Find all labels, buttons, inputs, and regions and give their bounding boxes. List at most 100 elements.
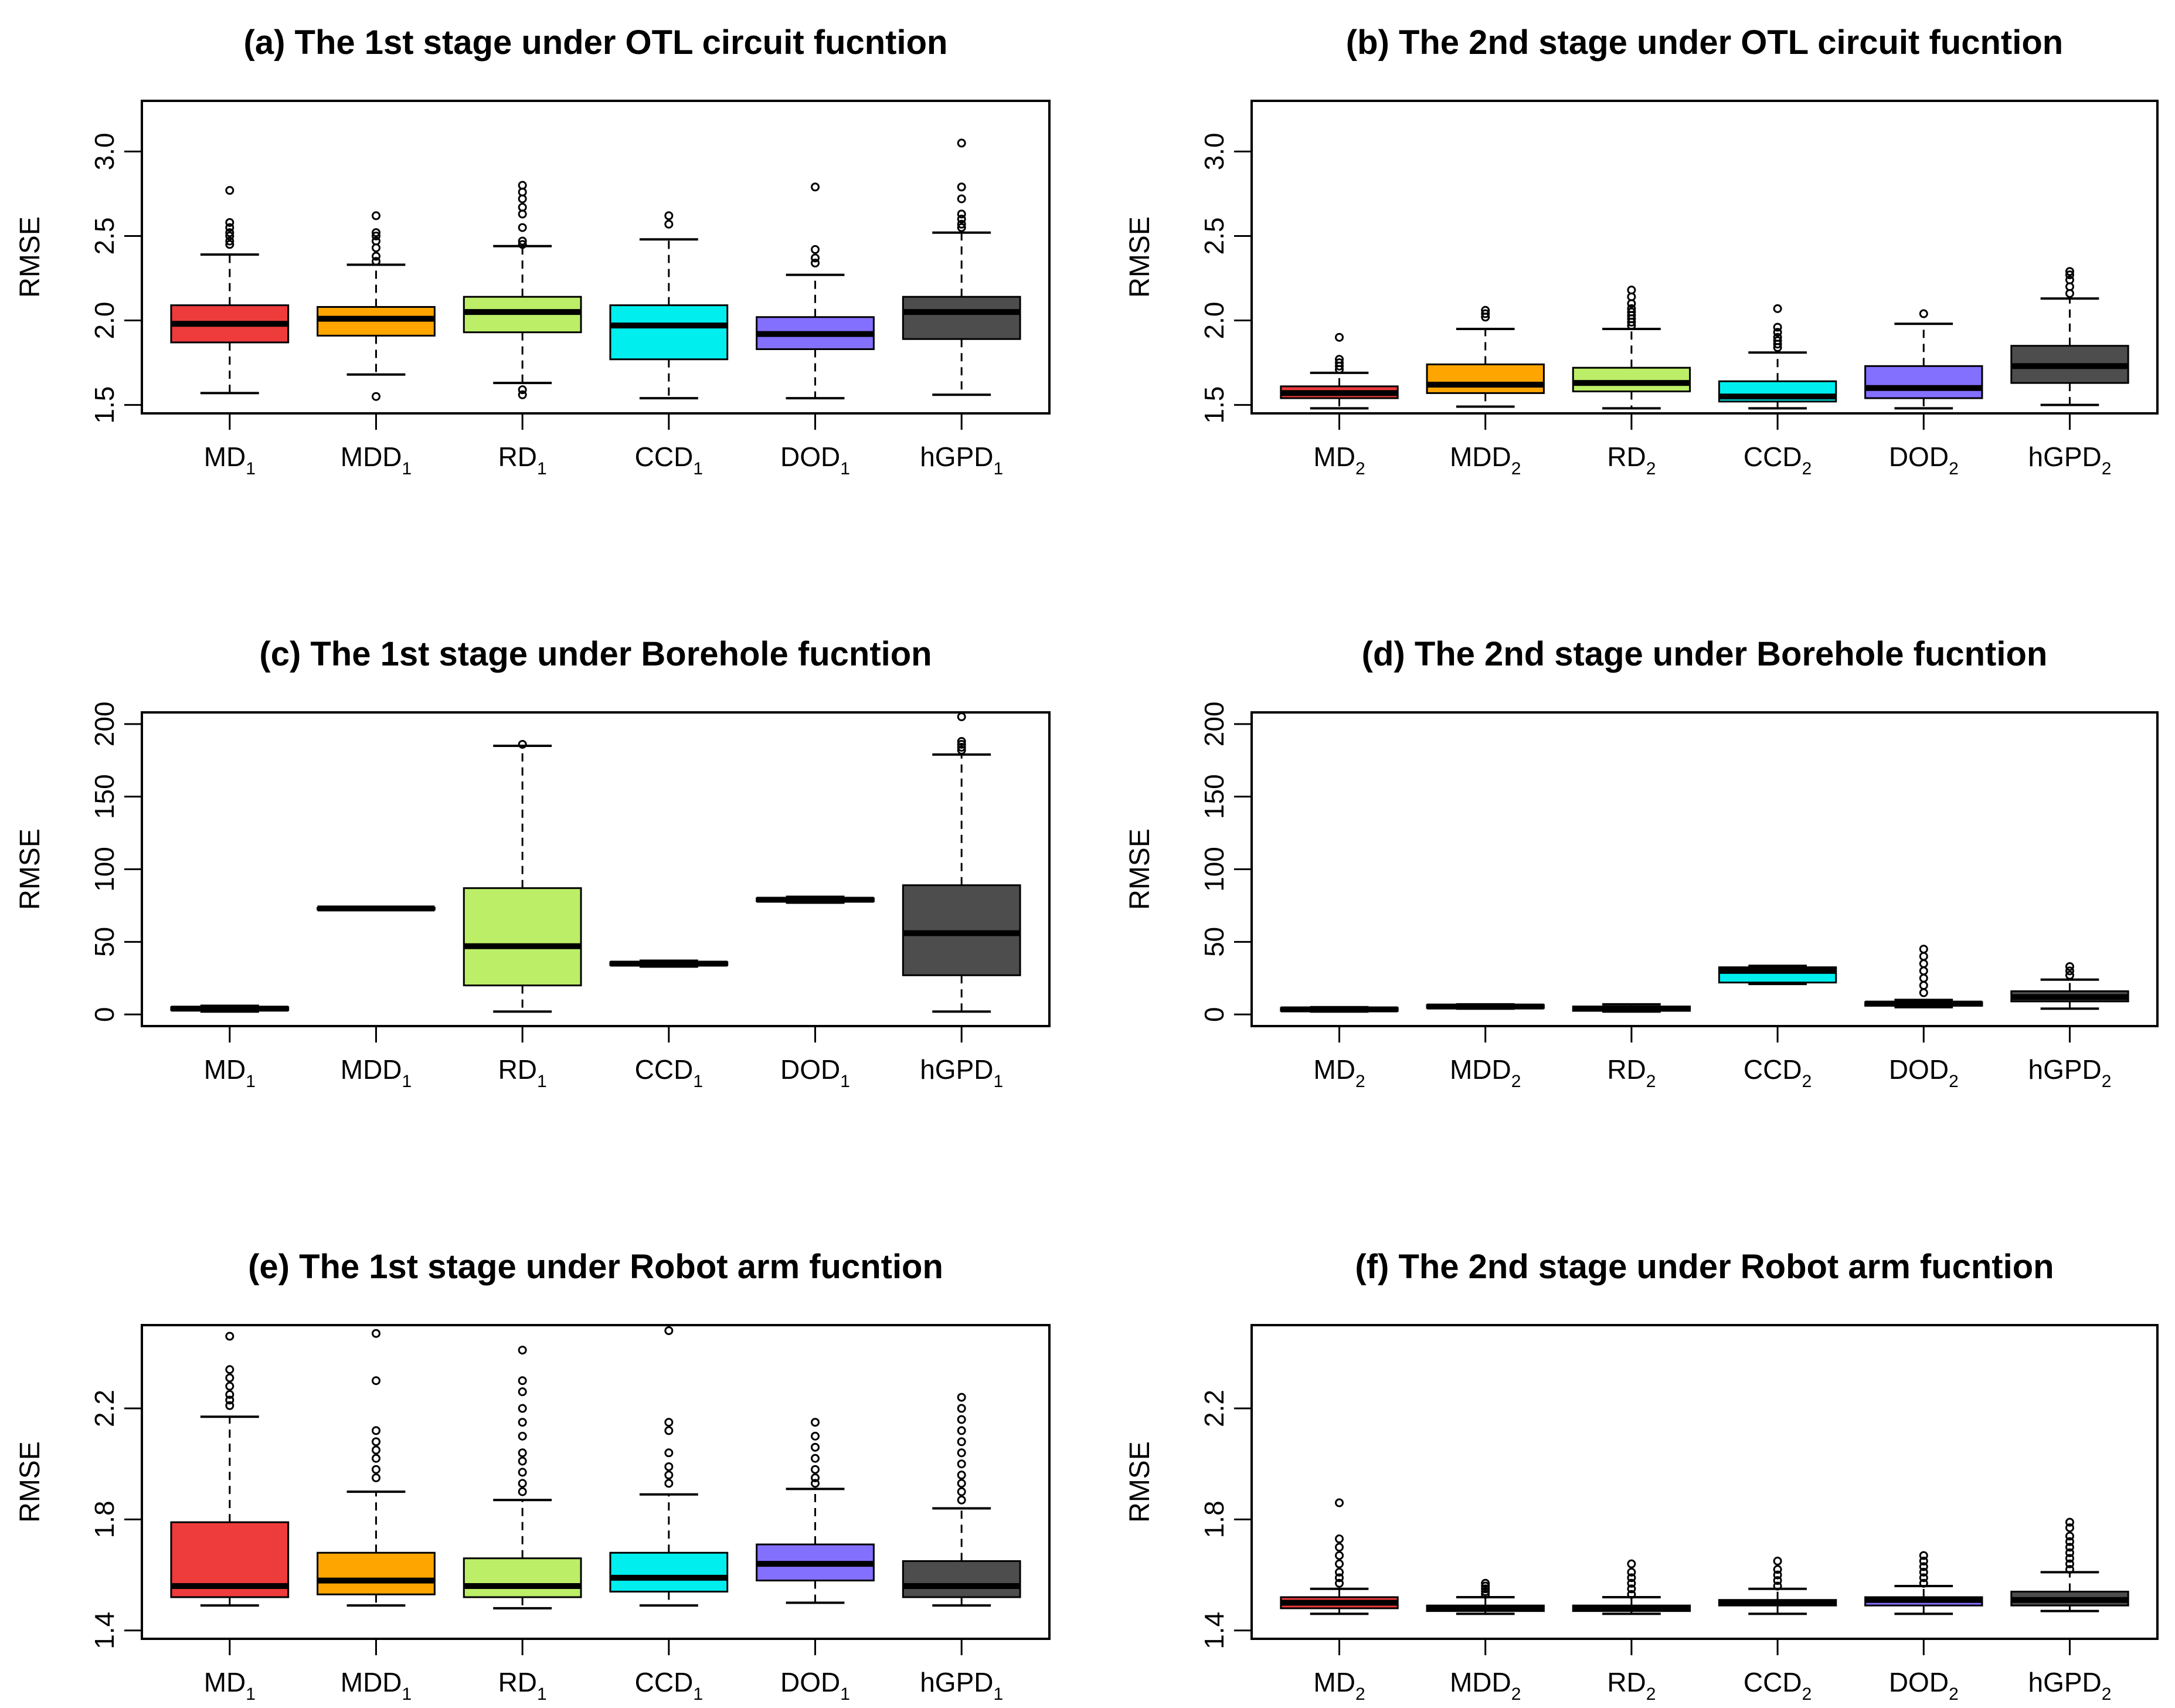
x-tick-label: RD2: [1607, 1054, 1656, 1091]
outlier-point: [1919, 945, 1928, 954]
chart-panel-a: (a) The 1st stage under OTL circuit fucn…: [15, 23, 1051, 478]
x-tick-label-base: RD: [1607, 1054, 1646, 1085]
outlier-point: [957, 1471, 966, 1480]
outlier-point: [1335, 1578, 1344, 1588]
x-tick-label: hGPD2: [2028, 1667, 2112, 1704]
y-axis-label: RMSE: [15, 216, 46, 298]
outlier-point: [1773, 1570, 1782, 1580]
x-tick-label-base: CCD: [635, 442, 694, 472]
box-mdd: [317, 1329, 436, 1607]
outlier-point: [2065, 1543, 2074, 1552]
x-tick-label: MD2: [1313, 1667, 1365, 1704]
outlier-point: [1919, 973, 1928, 983]
chart-panel-e: (e) The 1st stage under Robot arm fucnti…: [15, 1248, 1051, 1704]
outlier-point: [1335, 1573, 1344, 1583]
x-tick-label: MDD2: [1450, 442, 1521, 478]
outlier-point: [957, 1459, 966, 1469]
box-hgpd: [902, 1393, 1021, 1607]
x-tick-label-subscript: 1: [246, 459, 256, 478]
x-tick-label-base: RD: [498, 1667, 537, 1697]
outlier-point: [371, 236, 380, 246]
box-body: [902, 1560, 1021, 1598]
outlier-point: [2065, 270, 2074, 280]
outlier-point: [225, 228, 235, 237]
y-tick-label: 100: [89, 847, 120, 892]
outlier-point: [2065, 1565, 2074, 1574]
x-tick-label-base: MDD: [1450, 1667, 1511, 1697]
box-body: [1426, 363, 1545, 394]
box-rd: [463, 739, 582, 1013]
box-mdd: [317, 211, 436, 401]
x-tick-label-base: CCD: [635, 1054, 694, 1085]
box-body: [1572, 366, 1691, 393]
x-tick-label: DOD1: [780, 1667, 850, 1704]
x-tick-label-subscript: 2: [1646, 1072, 1656, 1091]
x-tick-label-subscript: 1: [537, 1072, 547, 1091]
y-axis-label: RMSE: [1124, 828, 1156, 910]
box-body: [463, 887, 582, 987]
outlier-point: [225, 1332, 235, 1341]
outlier-point: [1919, 952, 1928, 961]
outlier-point: [1481, 305, 1490, 315]
x-tick-label-subscript: 1: [402, 1072, 412, 1091]
outlier-point: [811, 1431, 820, 1441]
outlier-point: [1773, 332, 1782, 342]
x-tick-label-base: hGPD: [2028, 442, 2102, 472]
outlier-point: [2065, 275, 2074, 284]
outlier-point: [1335, 358, 1344, 368]
outlier-point: [664, 219, 674, 229]
x-tick-label: MDD2: [1450, 1667, 1521, 1704]
outlier-point: [371, 257, 380, 266]
box-ccd: [609, 959, 729, 968]
outlier-point: [664, 1426, 674, 1435]
box-rd: [1572, 1003, 1691, 1013]
outlier-point: [1335, 332, 1344, 342]
x-tick-label: RD1: [498, 1054, 547, 1091]
outlier-point: [1627, 307, 1636, 317]
x-tick-label-base: MD: [1313, 1667, 1355, 1697]
x-tick-label-subscript: 2: [1511, 1685, 1521, 1704]
x-tick-label-base: DOD: [780, 1667, 840, 1697]
box-md: [1280, 1498, 1399, 1615]
box-ccd: [609, 211, 729, 400]
outlier-point: [957, 1479, 966, 1488]
chart-panel-b: (b) The 2nd stage under OTL circuit fucn…: [1124, 23, 2159, 478]
y-tick-label: 3.0: [89, 133, 120, 170]
y-tick-label: 1.4: [1199, 1612, 1229, 1649]
outlier-point: [957, 739, 966, 749]
box-dod: [1864, 309, 1983, 410]
x-tick-label-subscript: 2: [1511, 1072, 1521, 1091]
y-axis-label: RMSE: [15, 828, 46, 910]
x-tick-label-subscript: 1: [993, 1685, 1003, 1704]
x-tick-label-subscript: 1: [693, 1072, 703, 1091]
box-md: [170, 186, 290, 395]
outlier-point: [518, 181, 527, 190]
y-axis-label: RMSE: [1124, 216, 1156, 298]
x-tick-label-subscript: 2: [1355, 1072, 1365, 1091]
y-tick-label: 1.4: [89, 1612, 120, 1649]
outlier-point: [664, 1448, 674, 1458]
outlier-point: [664, 1471, 674, 1480]
outlier-point: [811, 1454, 820, 1463]
outlier-point: [225, 231, 235, 240]
box-md: [1280, 332, 1399, 410]
outlier-point: [371, 231, 380, 240]
outlier-point: [371, 252, 380, 261]
x-tick-label-subscript: 1: [246, 1685, 256, 1704]
outlier-point: [518, 203, 527, 212]
x-tick-label-subscript: 2: [1949, 1685, 1959, 1704]
box-body: [609, 1551, 729, 1593]
outlier-point: [1919, 1556, 1928, 1566]
x-tick-label-base: hGPD: [920, 1054, 993, 1085]
y-tick-label: 150: [89, 774, 120, 819]
y-tick-label: 1.8: [1199, 1500, 1229, 1538]
x-tick-label-base: hGPD: [2028, 1667, 2102, 1697]
outlier-point: [518, 1456, 527, 1466]
outlier-point: [1335, 355, 1344, 364]
y-tick-label: 2.2: [89, 1390, 120, 1427]
outlier-point: [1481, 1578, 1490, 1588]
outlier-point: [1481, 309, 1490, 318]
outlier-point: [1627, 1590, 1636, 1599]
x-tick-label-base: MDD: [341, 442, 402, 472]
x-tick-label-base: DOD: [780, 1054, 840, 1085]
